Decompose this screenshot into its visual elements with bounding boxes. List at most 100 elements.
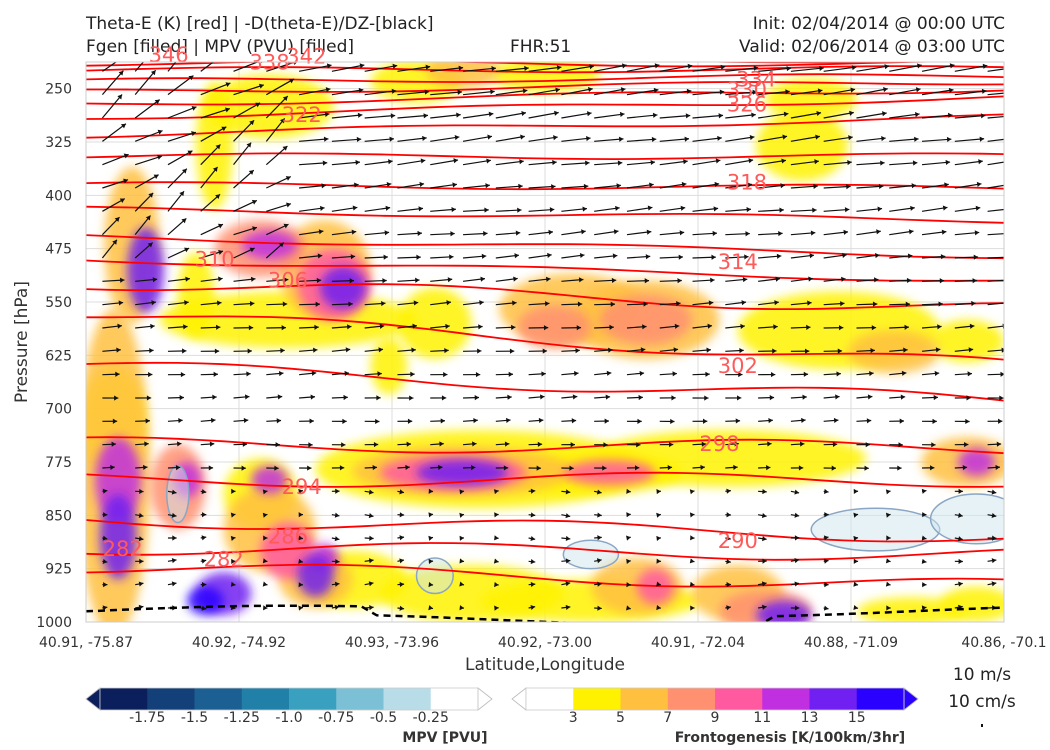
wind-vector (331, 114, 363, 119)
wind-vector (266, 78, 295, 96)
wind-vector-head (409, 395, 414, 401)
wind-vector (889, 64, 922, 72)
wind-vector-head (853, 488, 859, 494)
wind-vector (397, 66, 431, 72)
wind-vector-head (741, 300, 747, 306)
wind-vector (561, 137, 591, 142)
wind-vector-head (851, 65, 857, 71)
colorbar-segment (809, 688, 858, 710)
wind-vector (987, 279, 1004, 282)
wind-vector-head (809, 253, 815, 259)
wind-vector-head (282, 301, 288, 307)
wind-vector-head (399, 558, 404, 564)
wind-vector-head (864, 465, 869, 471)
y-axis-ticks: 250 325 400 475 550 625 700 775 850 925 1000 (36, 82, 72, 631)
wind-vector-head (930, 465, 935, 471)
wind-vector-head (656, 558, 661, 564)
colorbar-frame (99, 687, 479, 711)
wind-vector-head (117, 323, 122, 329)
wind-vector-head (904, 324, 909, 330)
wind-vector (856, 137, 886, 142)
wind-vector-head (651, 136, 657, 143)
wind-vector-head (515, 230, 521, 236)
wind-vector-head (343, 394, 348, 401)
wind-vector-head (958, 558, 963, 565)
wind-vector-head (711, 254, 716, 260)
x-axis-ticks: 40.91, -75.87 40.92, -74.92 40.93, -73.96 4… (39, 635, 1047, 651)
wind-vector-head (103, 512, 108, 518)
fgen-colorbar-label: Frontogenesis [K/100km/3hr] (675, 730, 905, 746)
wind-vector-head (217, 223, 223, 229)
wind-vector-head (530, 559, 536, 565)
wind-vector-head (762, 489, 767, 495)
colorbar-segment (715, 688, 763, 710)
wind-vector-head (154, 99, 160, 105)
wind-vector-head (816, 110, 822, 117)
colorbar-tick-label: -1.0 (275, 710, 302, 726)
wind-vector-head (966, 395, 971, 401)
wind-vector-head (742, 277, 748, 283)
wind-vector (921, 138, 952, 142)
wind-vector (200, 193, 221, 212)
wind-vector (299, 207, 325, 212)
wind-vector (265, 145, 288, 166)
wind-vector-head (912, 160, 918, 166)
wind-vector-head (428, 535, 434, 541)
wind-vector-head (865, 442, 871, 448)
wind-vector (692, 183, 720, 189)
theta-e-label: 286 (268, 525, 308, 549)
wind-vector-head (833, 417, 839, 424)
wind-vector-head (551, 184, 556, 190)
wind-vector-head (805, 348, 810, 354)
wind-vector (233, 169, 255, 189)
wind-vector-head (613, 229, 619, 235)
wind-vector (594, 138, 624, 142)
wind-vector-head (537, 441, 543, 447)
wind-vector (823, 66, 857, 72)
wind-vector-head (231, 488, 236, 494)
wind-vector (758, 159, 787, 166)
theta-e-line (86, 259, 1004, 282)
wind-vector (823, 161, 852, 166)
wind-vector-head (119, 198, 125, 203)
wind-vector-head (453, 158, 459, 164)
wind-vector-head (244, 394, 250, 400)
wind-vector (495, 135, 525, 142)
wind-vector-head (191, 131, 196, 137)
wind-vector-head (713, 206, 719, 212)
fgen-blob (127, 227, 165, 313)
wind-vector-head (339, 465, 345, 471)
wind-vector (364, 160, 393, 166)
wind-vector-head (1003, 300, 1004, 303)
wind-vector-head (947, 112, 953, 118)
wind-vector-head (941, 229, 947, 235)
wind-vector (921, 89, 954, 96)
wind-vector-head (922, 582, 927, 588)
vertical-motion-reference-label: 10 cm/s (948, 692, 1016, 712)
colorbar-tick-label: 3 (569, 710, 578, 726)
wind-vector-head (815, 134, 820, 140)
wind-vector-head (483, 231, 488, 237)
mpv-contour (929, 493, 1004, 545)
theta-e-line (86, 283, 1004, 310)
wind-vector-head (617, 160, 623, 166)
wind-vector (331, 161, 361, 166)
wind-vector (659, 207, 686, 212)
colorbar-tick-label: -1.5 (181, 710, 208, 726)
wind-vector-head (334, 536, 340, 542)
wind-vector-head (586, 111, 592, 117)
wind-vector-head (612, 253, 618, 259)
wind-vector-head (202, 512, 207, 518)
wind-vector-head (676, 300, 681, 307)
wind-vector-head (470, 465, 476, 471)
wind-vector-head (685, 113, 691, 119)
wind-vector-head (824, 582, 829, 588)
wind-vector-head (565, 558, 571, 564)
wind-vector-head (937, 324, 942, 330)
wind-vector-head (423, 113, 428, 119)
theta-e-label: 314 (718, 250, 758, 274)
wind-vector-head (545, 276, 551, 282)
wind-vector-head (602, 465, 607, 471)
wind-vector-head (145, 418, 150, 424)
wind-vector-head (420, 158, 426, 164)
